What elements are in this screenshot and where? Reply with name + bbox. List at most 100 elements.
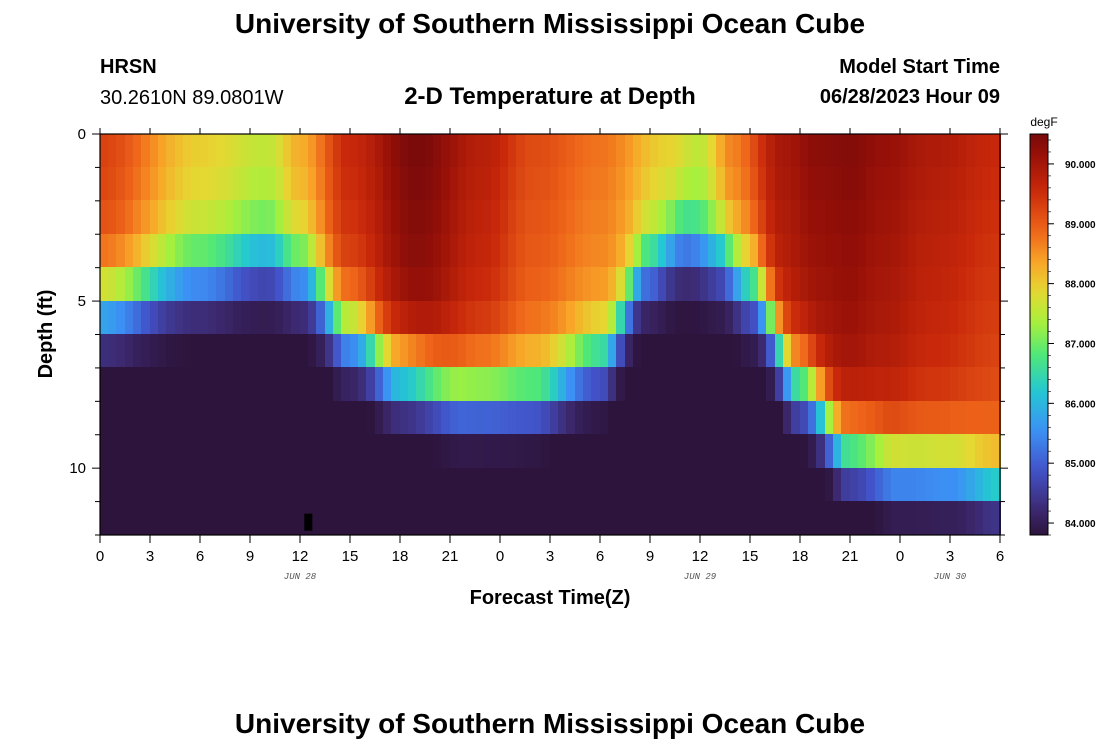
heatmap-cell	[466, 267, 476, 303]
heatmap-cell	[375, 434, 385, 470]
heatmap-cell	[100, 200, 110, 236]
heatmap-cell	[441, 167, 451, 202]
heatmap-cell	[816, 234, 826, 269]
heatmap-cell	[808, 134, 818, 169]
heatmap-cell	[666, 434, 676, 470]
heatmap-cell	[275, 167, 285, 202]
heatmap-cell	[175, 301, 185, 336]
heatmap-cell	[758, 434, 768, 470]
heatmap-cell	[950, 301, 960, 336]
heatmap-cell	[291, 434, 301, 470]
heatmap-cell	[916, 167, 926, 202]
heatmap-cell	[566, 367, 576, 403]
heatmap-cell	[958, 367, 968, 403]
heatmap-cell	[866, 267, 876, 303]
heatmap-cell	[483, 167, 493, 202]
heatmap-cell	[308, 468, 318, 503]
heatmap-cell	[708, 167, 718, 202]
x-axis-title: Forecast Time(Z)	[470, 587, 631, 609]
heatmap-cell	[525, 334, 535, 369]
heatmap-cell	[875, 301, 885, 336]
heatmap-cell	[508, 434, 518, 470]
heatmap-cell	[691, 167, 701, 202]
heatmap-cell	[391, 267, 401, 303]
heatmap-cell	[941, 334, 951, 369]
heatmap-cell	[891, 267, 901, 303]
heatmap-cell	[900, 501, 910, 535]
heatmap-cell	[450, 267, 460, 303]
heatmap-cell	[583, 301, 593, 336]
heatmap-cell	[675, 301, 685, 336]
heatmap-cell	[191, 401, 201, 436]
heatmap-cell	[316, 401, 326, 436]
heatmap-cell	[800, 267, 810, 303]
heatmap-cell	[725, 401, 735, 436]
heatmap-cell	[908, 401, 918, 436]
heatmap-cell	[783, 234, 793, 269]
heatmap-cell	[116, 134, 126, 169]
heatmap-cell	[233, 468, 243, 503]
heatmap-cell	[608, 167, 618, 202]
heatmap-cell	[900, 367, 910, 403]
heatmap-cell	[991, 501, 1001, 535]
heatmap-cell	[891, 301, 901, 336]
heatmap-cell	[950, 434, 960, 470]
heatmap-cell	[408, 267, 418, 303]
heatmap-cell	[491, 200, 501, 236]
heatmap-cell	[658, 401, 668, 436]
heatmap-cell	[266, 434, 276, 470]
heatmap-cell	[841, 234, 851, 269]
heatmap-cell	[816, 367, 826, 403]
heatmap-cell	[675, 434, 685, 470]
heatmap-cell	[366, 267, 376, 303]
heatmap-cell	[825, 334, 835, 369]
heatmap-cell	[191, 134, 201, 169]
heatmap-cell	[550, 301, 560, 336]
heatmap-cell	[883, 267, 893, 303]
heatmap-cell	[791, 468, 801, 503]
heatmap-cell	[250, 434, 260, 470]
heatmap-cell	[883, 234, 893, 269]
heatmap-cell	[966, 401, 976, 436]
heatmap-cell	[350, 468, 360, 503]
heatmap-cell	[558, 234, 568, 269]
heatmap-cell	[666, 134, 676, 169]
heatmap-cell	[866, 501, 876, 535]
heatmap-cell	[925, 301, 935, 336]
heatmap-cell	[625, 200, 635, 236]
heatmap-cell	[875, 334, 885, 369]
heatmap-cell	[550, 401, 560, 436]
heatmap-cell	[716, 200, 726, 236]
heatmap-cell	[275, 334, 285, 369]
heatmap-cell	[441, 501, 451, 535]
heatmap-cell	[150, 468, 160, 503]
heatmap-cell	[741, 501, 751, 535]
heatmap-cell	[758, 234, 768, 269]
heatmap-cell	[391, 167, 401, 202]
heatmap-cell	[133, 468, 143, 503]
heatmap-cell	[583, 167, 593, 202]
heatmap-cell	[183, 167, 193, 202]
colorbar-tick-label: 88.000	[1065, 280, 1096, 291]
heatmap-cell	[141, 234, 151, 269]
heatmap-cell	[450, 468, 460, 503]
heatmap-cell	[650, 301, 660, 336]
heatmap-cell	[566, 401, 576, 436]
heatmap-cell	[600, 301, 610, 336]
heatmap-cell	[575, 501, 585, 535]
heatmap-cell	[383, 334, 393, 369]
heatmap-cell	[133, 234, 143, 269]
heatmap-cell	[675, 501, 685, 535]
x-tick-label: 9	[646, 548, 654, 565]
heatmap-cell	[308, 501, 318, 535]
heatmap-cell	[991, 434, 1001, 470]
heatmap-cell	[341, 267, 351, 303]
heatmap-cell	[908, 267, 918, 303]
heatmap-cell	[941, 501, 951, 535]
heatmap-cell	[891, 234, 901, 269]
heatmap-cell	[300, 401, 310, 436]
heatmap-cell	[341, 401, 351, 436]
heatmap-cell	[850, 200, 860, 236]
heatmap-cell	[750, 167, 760, 202]
heatmap-cell	[200, 200, 210, 236]
